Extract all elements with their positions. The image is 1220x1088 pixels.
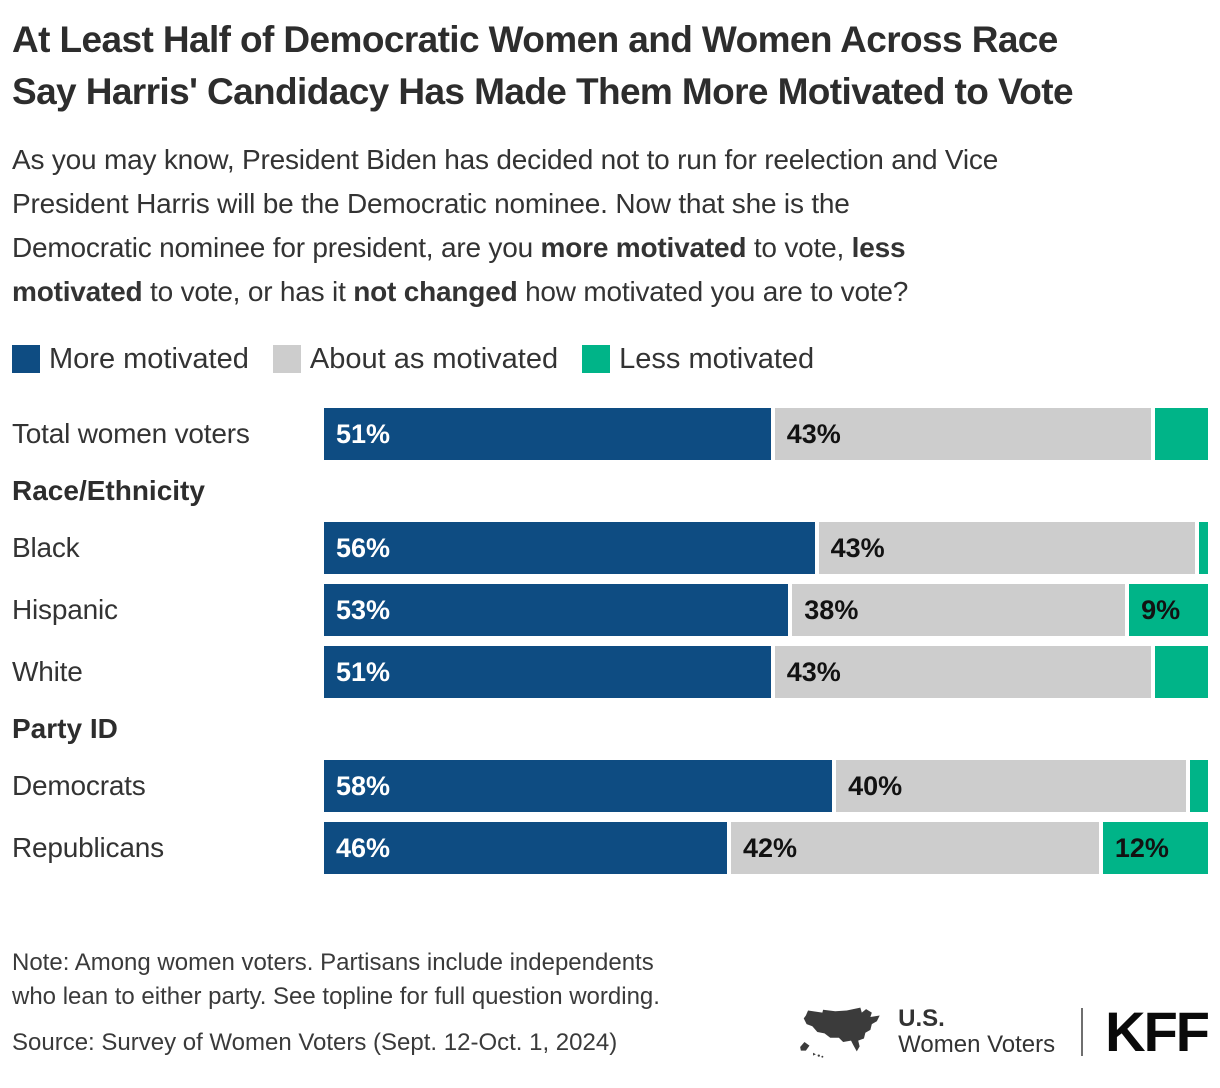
footer: Note: Among women voters. Partisans incl… [12,946,1210,1063]
bar-segment-less [1190,760,1208,812]
chart-subtitle: As you may know, President Biden has dec… [12,138,1208,314]
bar-segment-less: 9% [1129,584,1208,636]
bar-segment-more: 51% [324,646,771,698]
bar-row: Democrats 58% 40% [12,760,1208,812]
bar-row: Republicans 46% 42% 12% [12,822,1208,874]
chart-title: At Least Half of Democratic Women and Wo… [12,14,1208,118]
bar-track: 51% 43% [324,408,1209,460]
bar-track: 51% 43% [324,646,1209,698]
legend-swatch-less [582,345,611,373]
row-label: White [12,656,83,687]
bar-segment-less: 12% [1102,822,1208,874]
bar-segment-about: 38% [792,584,1126,636]
group-header: Party ID [12,713,118,744]
bar-chart: Total women voters 51% 43% Race/Ethnicity Bl… [12,408,1209,874]
bar-value-label: 43% [830,532,885,563]
legend-item: More motivated [12,343,249,376]
bar-value-label: 12% [1114,832,1169,863]
bar-segment-more: 46% [324,822,727,874]
bar-value-label: 58% [336,770,391,801]
subtitle-text: to vote, [746,232,852,263]
bar-value-label: 43% [786,418,841,449]
bar-segment-more: 56% [324,522,815,574]
row-label: Republicans [12,832,164,863]
legend-label: About as motivated [309,342,559,375]
legend-label: More motivated [49,342,249,375]
row-label: Black [12,532,80,563]
bar-segment-more: 58% [324,760,833,812]
subtitle-text: how motivated you are to vote? [517,276,909,307]
bar-value-label: 56% [336,532,391,563]
bar-track: 53% 38% 9% [324,584,1208,636]
bar-track: 46% 42% 12% [324,822,1208,874]
row-label: Total women voters [12,418,250,449]
bar-segment-less [1155,646,1209,698]
subtitle-text: Democratic nominee for president, are yo… [12,232,541,263]
subtitle-bold-text: less [851,232,906,263]
bar-segment-less [1199,522,1209,574]
note-line2: who lean to either party. See topline fo… [12,983,660,1010]
bar-row: White 51% 43% [12,646,1209,698]
group-header: Race/Ethnicity [12,475,205,506]
bar-row: Total women voters 51% 43% [12,408,1209,460]
brand-region-label: U.S. [898,1005,945,1032]
footer-notes: Note: Among women voters. Partisans incl… [12,946,660,1060]
subtitle-text: to vote, or has it [142,276,354,307]
bar-row: Hispanic 53% 38% 9% [12,584,1208,636]
brand-divider [1081,1008,1084,1056]
legend-item: About as motivated [272,342,559,376]
chart-title-line1: At Least Half of Democratic Women and Wo… [12,19,1058,60]
brand-audience-label: Women Voters [898,1031,1056,1058]
bar-value-label: 53% [336,594,391,625]
note-text: Note: Among women voters. Partisans incl… [12,946,660,1014]
us-map-icon [800,1007,880,1058]
bar-segment-more: 53% [324,584,789,636]
legend-label: Less motivated [619,342,815,375]
legend: More motivated About as motivated Less mot… [12,342,1208,376]
bar-value-label: 40% [848,770,903,801]
row-label: Democrats [12,770,146,801]
bar-segment-about: 42% [730,822,1099,874]
bar-value-label: 43% [786,656,841,687]
kff-logo: KFF [1105,1000,1210,1063]
legend-swatch-about [272,345,301,373]
bar-segment-more: 51% [324,408,771,460]
bar-segment-about: 43% [818,522,1196,574]
subtitle-bold-text: more motivated [540,232,747,263]
bar-value-label: 51% [336,418,391,449]
bar-value-label: 51% [336,656,391,687]
bar-segment-about: 40% [836,760,1187,812]
bar-value-label: 42% [742,832,797,863]
subtitle-bold-text: motivated [12,276,143,307]
row-label: Hispanic [12,594,118,625]
bar-track: 56% 43% [324,522,1209,574]
bar-segment-about: 43% [774,646,1152,698]
legend-item: Less motivated [582,343,814,376]
bar-row: Black 56% 43% [12,522,1209,574]
subtitle-bold-text: not changed [353,276,518,307]
subtitle-text: President Harris will be the Democratic … [12,188,850,219]
legend-swatch-more [12,345,40,373]
bar-value-label: 38% [804,594,859,625]
subtitle-text: As you may know, President Biden has dec… [12,144,999,175]
brand-text: U.S. Women Voters [898,1006,1055,1058]
bar-segment-about: 43% [774,408,1152,460]
bar-value-label: 9% [1141,594,1181,625]
bar-track: 58% 40% [324,760,1208,812]
source-text: Source: Survey of Women Voters (Sept. 12… [12,1029,618,1056]
bar-value-label: 46% [336,832,391,863]
brand-block: U.S. Women Voters KFF [798,1000,1210,1063]
note-line1: Note: Among women voters. Partisans incl… [12,949,654,976]
bar-segment-less [1155,408,1209,460]
chart-title-line2: Say Harris' Candidacy Has Made Them More… [12,71,1074,112]
